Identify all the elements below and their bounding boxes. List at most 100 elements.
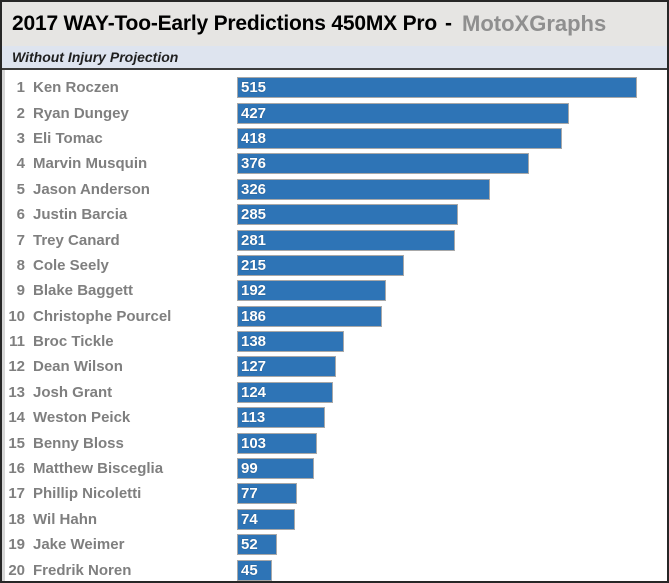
bar: 74: [237, 508, 295, 530]
title-separator: -: [445, 12, 452, 35]
chart-row: 15 Benny Bloss 103: [2, 430, 667, 455]
rider-rank: 12: [8, 358, 25, 376]
rider-rank: 8: [16, 256, 25, 274]
bar-value-label: 186: [241, 307, 267, 325]
chart-row: 8 Cole Seely 215: [2, 253, 667, 278]
bar-track: 326: [237, 178, 667, 200]
rider-rank: 11: [9, 333, 25, 351]
chart-row: 4 Marvin Musquin 376: [2, 151, 667, 176]
rider-rank: 15: [8, 434, 25, 452]
brand-logo-text: MotoXGraphs: [462, 11, 607, 36]
rider-name: Eli Tomac: [33, 129, 103, 147]
bar: 192: [237, 280, 387, 302]
bar-value-label: 127: [241, 358, 267, 376]
rider-rank: 17: [8, 485, 25, 503]
bar-track: 215: [237, 254, 667, 276]
rider-rank: 1: [16, 79, 25, 97]
rider-rank: 7: [16, 231, 25, 249]
bar-value-label: 138: [241, 333, 267, 351]
chart-row: 1 Ken Roczen 515: [2, 75, 667, 100]
bar: 45: [237, 559, 272, 581]
bar-track: 376: [237, 153, 667, 175]
bar-value-label: 285: [241, 206, 267, 224]
bar-value-label: 192: [241, 282, 267, 300]
bar-track: 127: [237, 356, 667, 378]
rider-name: Dean Wilson: [33, 358, 123, 376]
rider-rank: 10: [8, 307, 25, 325]
bar-value-label: 515: [241, 79, 267, 97]
bar-track: 103: [237, 432, 667, 454]
bar-track: 77: [237, 483, 667, 505]
bar-value-label: 418: [241, 129, 267, 147]
bar-value-label: 326: [241, 180, 267, 198]
bar-value-label: 52: [241, 536, 258, 554]
bar: 515: [237, 77, 637, 99]
bar-track: 74: [237, 508, 667, 530]
bar-track: 418: [237, 127, 667, 149]
bar-track: 99: [237, 458, 667, 480]
chart-row: 12 Dean Wilson 127: [2, 354, 667, 379]
bar-track: 45: [237, 559, 667, 581]
rider-name: Josh Grant: [33, 383, 113, 401]
bar-track: 186: [237, 305, 667, 327]
bar-value-label: 376: [241, 155, 267, 173]
rider-rank: 9: [16, 282, 25, 300]
bar-value-label: 45: [241, 561, 258, 579]
bar: 52: [237, 534, 278, 556]
chart-row: 10 Christophe Pourcel 186: [2, 304, 667, 329]
rider-rank: 20: [8, 561, 25, 579]
rider-name: Ken Roczen: [33, 79, 119, 97]
bar: 103: [237, 432, 317, 454]
bar-track: 281: [237, 229, 667, 251]
rider-rank: 3: [16, 129, 25, 147]
chart-row: 17 Phillip Nicoletti 77: [2, 481, 667, 506]
rider-name: Broc Tickle: [33, 333, 114, 351]
bar: 285: [237, 204, 459, 226]
bar-track: 52: [237, 534, 667, 556]
bar: 113: [237, 407, 325, 429]
bar: 281: [237, 229, 456, 251]
bar: 427: [237, 102, 569, 124]
rider-rank: 13: [8, 383, 25, 401]
rider-rank: 18: [8, 510, 25, 528]
bar-value-label: 74: [241, 510, 258, 528]
bar: 124: [237, 381, 334, 403]
chart-row: 9 Blake Baggett 192: [2, 278, 667, 303]
chart-row: 11 Broc Tickle 138: [2, 329, 667, 354]
rider-name: Jake Weimer: [33, 536, 125, 554]
rider-name: Wil Hahn: [33, 510, 98, 528]
bar: 326: [237, 178, 491, 200]
rider-name: Jason Anderson: [33, 180, 150, 198]
rider-rank: 2: [16, 104, 25, 122]
rider-rank: 14: [8, 409, 25, 427]
chart-header: 2017 WAY-Too-Early Predictions 450MX Pro…: [2, 2, 667, 46]
rider-name: Blake Baggett: [33, 282, 134, 300]
bar-value-label: 77: [241, 485, 258, 503]
chart-row: 7 Trey Canard 281: [2, 227, 667, 252]
rider-name: Justin Barcia: [33, 206, 128, 224]
bar: 138: [237, 331, 345, 353]
chart-row: 14 Weston Peick 113: [2, 405, 667, 430]
rider-name: Benny Bloss: [33, 434, 124, 452]
chart-row: 6 Justin Barcia 285: [2, 202, 667, 227]
chart-row: 2 Ryan Dungey 427: [2, 100, 667, 125]
bar: 376: [237, 153, 529, 175]
bar-value-label: 215: [241, 256, 267, 274]
bar-value-label: 99: [241, 460, 258, 478]
chart-row: 16 Matthew Bisceglia 99: [2, 456, 667, 481]
chart-row: 5 Jason Anderson 326: [2, 177, 667, 202]
bar: 77: [237, 483, 297, 505]
bar-value-label: 427: [241, 104, 267, 122]
chart-row: 18 Wil Hahn 74: [2, 507, 667, 532]
bar-track: 138: [237, 331, 667, 353]
bar-track: 427: [237, 102, 667, 124]
rider-name: Cole Seely: [33, 256, 109, 274]
bar-value-label: 113: [241, 409, 266, 427]
rider-name: Marvin Musquin: [33, 155, 148, 173]
chart-row: 13 Josh Grant 124: [2, 380, 667, 405]
bar-chart-rows: 1 Ken Roczen 515 2 Ryan Dungey 427 3 Eli Tomac 4…: [2, 70, 667, 581]
bar: 99: [237, 458, 314, 480]
rider-name: Ryan Dungey: [33, 104, 129, 122]
bar: 418: [237, 127, 562, 149]
